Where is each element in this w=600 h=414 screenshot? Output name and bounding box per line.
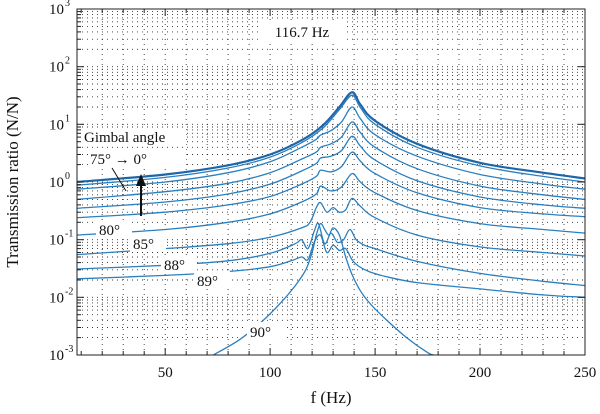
angle-label-88: 88° (164, 258, 185, 274)
y-tick-exponent: -3 (65, 344, 73, 355)
y-tick-exponent: 3 (65, 0, 70, 9)
angle-label-85-bg (130, 234, 166, 252)
series-line-89-5-deg (76, 234, 586, 298)
x-tick-label: 200 (469, 365, 492, 381)
series-line-60-deg (76, 94, 586, 186)
gimbal-arrow-pointer (111, 167, 127, 192)
angle-label-89: 89° (197, 274, 218, 290)
gimbal-range-bg (88, 149, 186, 169)
series-line-84-deg (76, 151, 586, 219)
ticks-layer (77, 8, 586, 356)
angle-label-85: 85° (133, 237, 154, 253)
angle-label-90: 90° (250, 325, 271, 341)
series-line-82-deg (76, 135, 586, 209)
x-tick-label: 100 (259, 365, 282, 381)
y-tick-exponent: 0 (65, 171, 70, 182)
gimbal-angle-range: 75° → 0° (90, 152, 147, 168)
y-tick-label: 10 (49, 117, 64, 133)
y-tick-exponent: -1 (65, 229, 73, 240)
angle-label-88-bg (161, 255, 197, 273)
series-line-0-deg (76, 91, 586, 184)
series-line-89-deg (76, 222, 586, 287)
x-tick-label: 250 (574, 365, 597, 381)
series-line-80-deg (76, 121, 586, 201)
gimbal-angle-title: Gimbal angle (84, 130, 166, 146)
x-tick-label: 150 (364, 365, 387, 381)
y-tick-label: 10 (49, 233, 64, 249)
y-tick-label: 10 (49, 175, 64, 191)
angle-label-90-bg (247, 322, 283, 340)
series-line-75-deg (76, 106, 586, 190)
x-axis-label: f (Hz) (310, 388, 351, 407)
angle-label-80-bg (96, 220, 132, 238)
frequency-label: 116.7 Hz (275, 25, 330, 41)
grid (77, 9, 585, 355)
y-tick-label: 10 (49, 348, 64, 364)
y-tick-exponent: 1 (65, 113, 70, 124)
angle-label-89-bg (194, 271, 230, 289)
series-line-85-deg (76, 172, 586, 236)
series-layer (76, 91, 586, 356)
gimbal-arrow-head (136, 174, 146, 186)
frame-layer (76, 8, 586, 356)
series-line-90-deg (213, 222, 435, 356)
x-tick-label: 50 (158, 365, 173, 381)
series-line-88-deg (76, 197, 586, 257)
y-tick-exponent: -2 (65, 286, 73, 297)
gimbal-title-bg (82, 128, 186, 146)
y-tick-label: 10 (49, 60, 64, 76)
frequency-label-bg (260, 21, 344, 41)
y-tick-exponent: 2 (65, 56, 70, 67)
y-axis-label: Transmission ratio (N/N) (3, 96, 22, 267)
plot-frame (76, 8, 586, 356)
angle-label-80: 80° (99, 223, 120, 239)
y-tick-label: 10 (49, 2, 64, 18)
y-tick-label: 10 (49, 290, 64, 306)
annotations: 116.7 Hz Gimbal angle 75° → 0° 80° 85° 8… (82, 21, 344, 341)
